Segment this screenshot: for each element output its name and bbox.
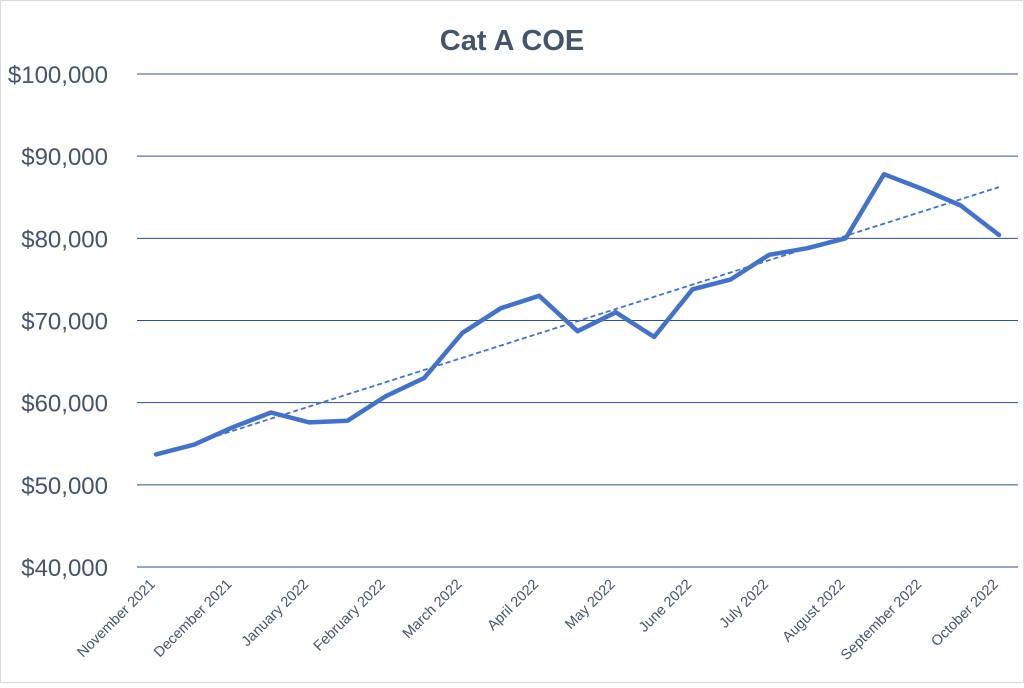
y-tick-label: $90,000	[21, 144, 108, 171]
y-tick-label: $40,000	[21, 555, 108, 582]
y-tick-label: $70,000	[21, 309, 108, 336]
chart-title: Cat A COE	[440, 25, 584, 57]
gridlines	[137, 73, 1018, 568]
trendline-layer	[155, 186, 1000, 457]
y-tick-label: $100,000	[8, 62, 108, 89]
y-tick-label: $50,000	[21, 473, 108, 500]
trendline	[155, 186, 1000, 457]
y-tick-label: $80,000	[21, 226, 108, 253]
y-axis-labels: $40,000 $50,000 $60,000 $70,000 $80,000 $90,0…	[8, 62, 108, 582]
series-layer	[153, 171, 1002, 457]
y-tick-label: $60,000	[21, 391, 108, 418]
series-line-cat-a-coe	[153, 171, 1002, 457]
